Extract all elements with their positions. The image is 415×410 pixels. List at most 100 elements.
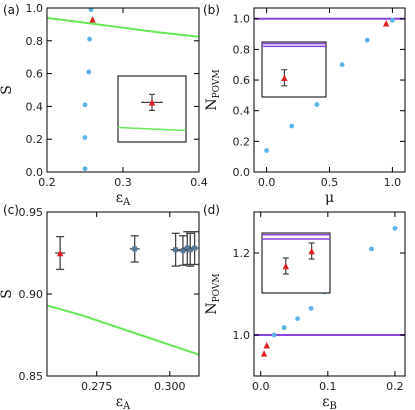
y-tick-label: 0.6 [233,74,251,87]
y-tick-label: 0.8 [26,35,44,48]
theory-curve [47,16,199,38]
inset-frame [261,232,331,294]
data-point [339,62,345,68]
y-tick-label: 0.4 [233,105,251,118]
data-point [314,102,320,107]
inset-experiment-marker [148,99,156,106]
data-point-errorbar [55,235,66,271]
data-point [271,332,277,338]
y-tick-label: 0.90 [19,288,44,301]
x-tick-label: 1.0 [384,176,402,189]
plot-area [254,226,405,357]
inset-experiment-marker [282,262,289,270]
x-axis-label: εA [116,394,131,410]
data-point-errorbar [129,235,140,263]
x-tick-label: 0.2 [38,176,56,189]
x-tick-label: 0.3 [114,176,132,189]
data-point-errorbar [182,231,193,266]
data-point [82,102,88,108]
y-tick-label: 0.2 [26,133,44,146]
y-tick-label: 1.0 [233,13,251,26]
data-point [281,325,287,331]
x-tick-label: 0.275 [81,380,113,393]
inset-marker [141,93,163,112]
data-point [87,36,92,42]
data-point-errorbar [170,232,181,267]
x-tick-label: 0.5 [321,176,339,189]
experiment-marker [382,20,390,27]
experiment-marker [260,350,268,357]
data-point [369,246,374,252]
y-tick-label: 0.6 [26,68,44,81]
data-point [392,226,398,231]
data-point [264,148,269,153]
data-point [88,8,94,13]
data-point-errorbar [189,231,199,266]
y-axis-label: NPOVM [204,273,222,314]
axes-frame [253,211,406,377]
data-point [295,316,301,321]
x-tick-label: 0.300 [154,380,186,393]
inset [261,232,331,294]
inset-curve [117,126,187,132]
panel-label-b: (b) [203,3,220,17]
theory-curve [47,304,199,356]
y-axis-label: S [0,289,15,299]
experiment-marker [89,16,96,23]
y-tick-label: 0.0 [233,166,251,179]
y-tick-label: 0.8 [233,43,251,56]
x-tick-label: 0.0 [258,176,276,189]
plot-area [47,231,199,356]
data-point [390,17,395,23]
y-tick-label: 0.2 [233,135,251,148]
data-point-marker [173,247,179,253]
x-tick-label: 0.0 [252,380,270,393]
data-point [86,69,92,75]
inset-frame [261,41,327,98]
plot-area [254,17,405,153]
panel-label-c: (c) [3,203,19,217]
chart-panel-d: 0.0 0.1 0.2 1.0 1.2 εB NPOVM [204,211,406,410]
y-axis-label: S [0,85,15,95]
y-tick-label: 0.85 [19,370,44,383]
panel-label-a: (a) [3,3,20,17]
data-point-marker [184,245,190,251]
panel-label-d: (d) [203,203,220,217]
y-tick-label: 0.4 [26,100,44,113]
data-point [289,123,295,129]
data-point-marker [187,247,193,253]
y-tick-label: 0.0 [26,166,44,179]
x-tick-label: 0.1 [319,380,337,393]
data-point [364,37,370,43]
chart-panel-b: 0.0 0.5 1.0 0.0 0.2 0.4 0.6 0.8 1.0 μ NPOVM [204,7,406,206]
inset-experiment-marker [308,247,315,255]
plot-area [47,8,199,172]
x-axis-label: εB [322,394,337,410]
experiment-marker [263,342,270,349]
y-axis-label: NPOVM [204,69,222,110]
data-point [308,305,314,311]
data-point-marker [132,246,138,252]
y-tick-label: 1.0 [26,2,44,15]
inset [117,75,187,143]
data-point-marker [180,248,186,254]
data-point [82,135,88,140]
x-axis-label: μ [325,190,334,206]
inset [261,41,327,98]
x-tick-label: 0.4 [190,176,208,189]
inset-marker [282,257,289,275]
chart-panel-c: 0.275 0.300 0.85 0.90 0.95 εA S [0,206,200,410]
inset-experiment-marker [281,74,288,81]
data-point-marker [192,245,198,251]
data-point-marker [56,249,64,257]
y-tick-label: 0.95 [19,206,44,219]
y-tick-label: 1.0 [233,329,251,342]
inset-marker [308,242,315,260]
data-point [82,166,88,172]
x-axis-label: εA [116,190,131,208]
y-tick-label: 1.2 [233,247,251,260]
inset-marker [281,69,288,87]
x-tick-label: 0.2 [386,380,404,393]
